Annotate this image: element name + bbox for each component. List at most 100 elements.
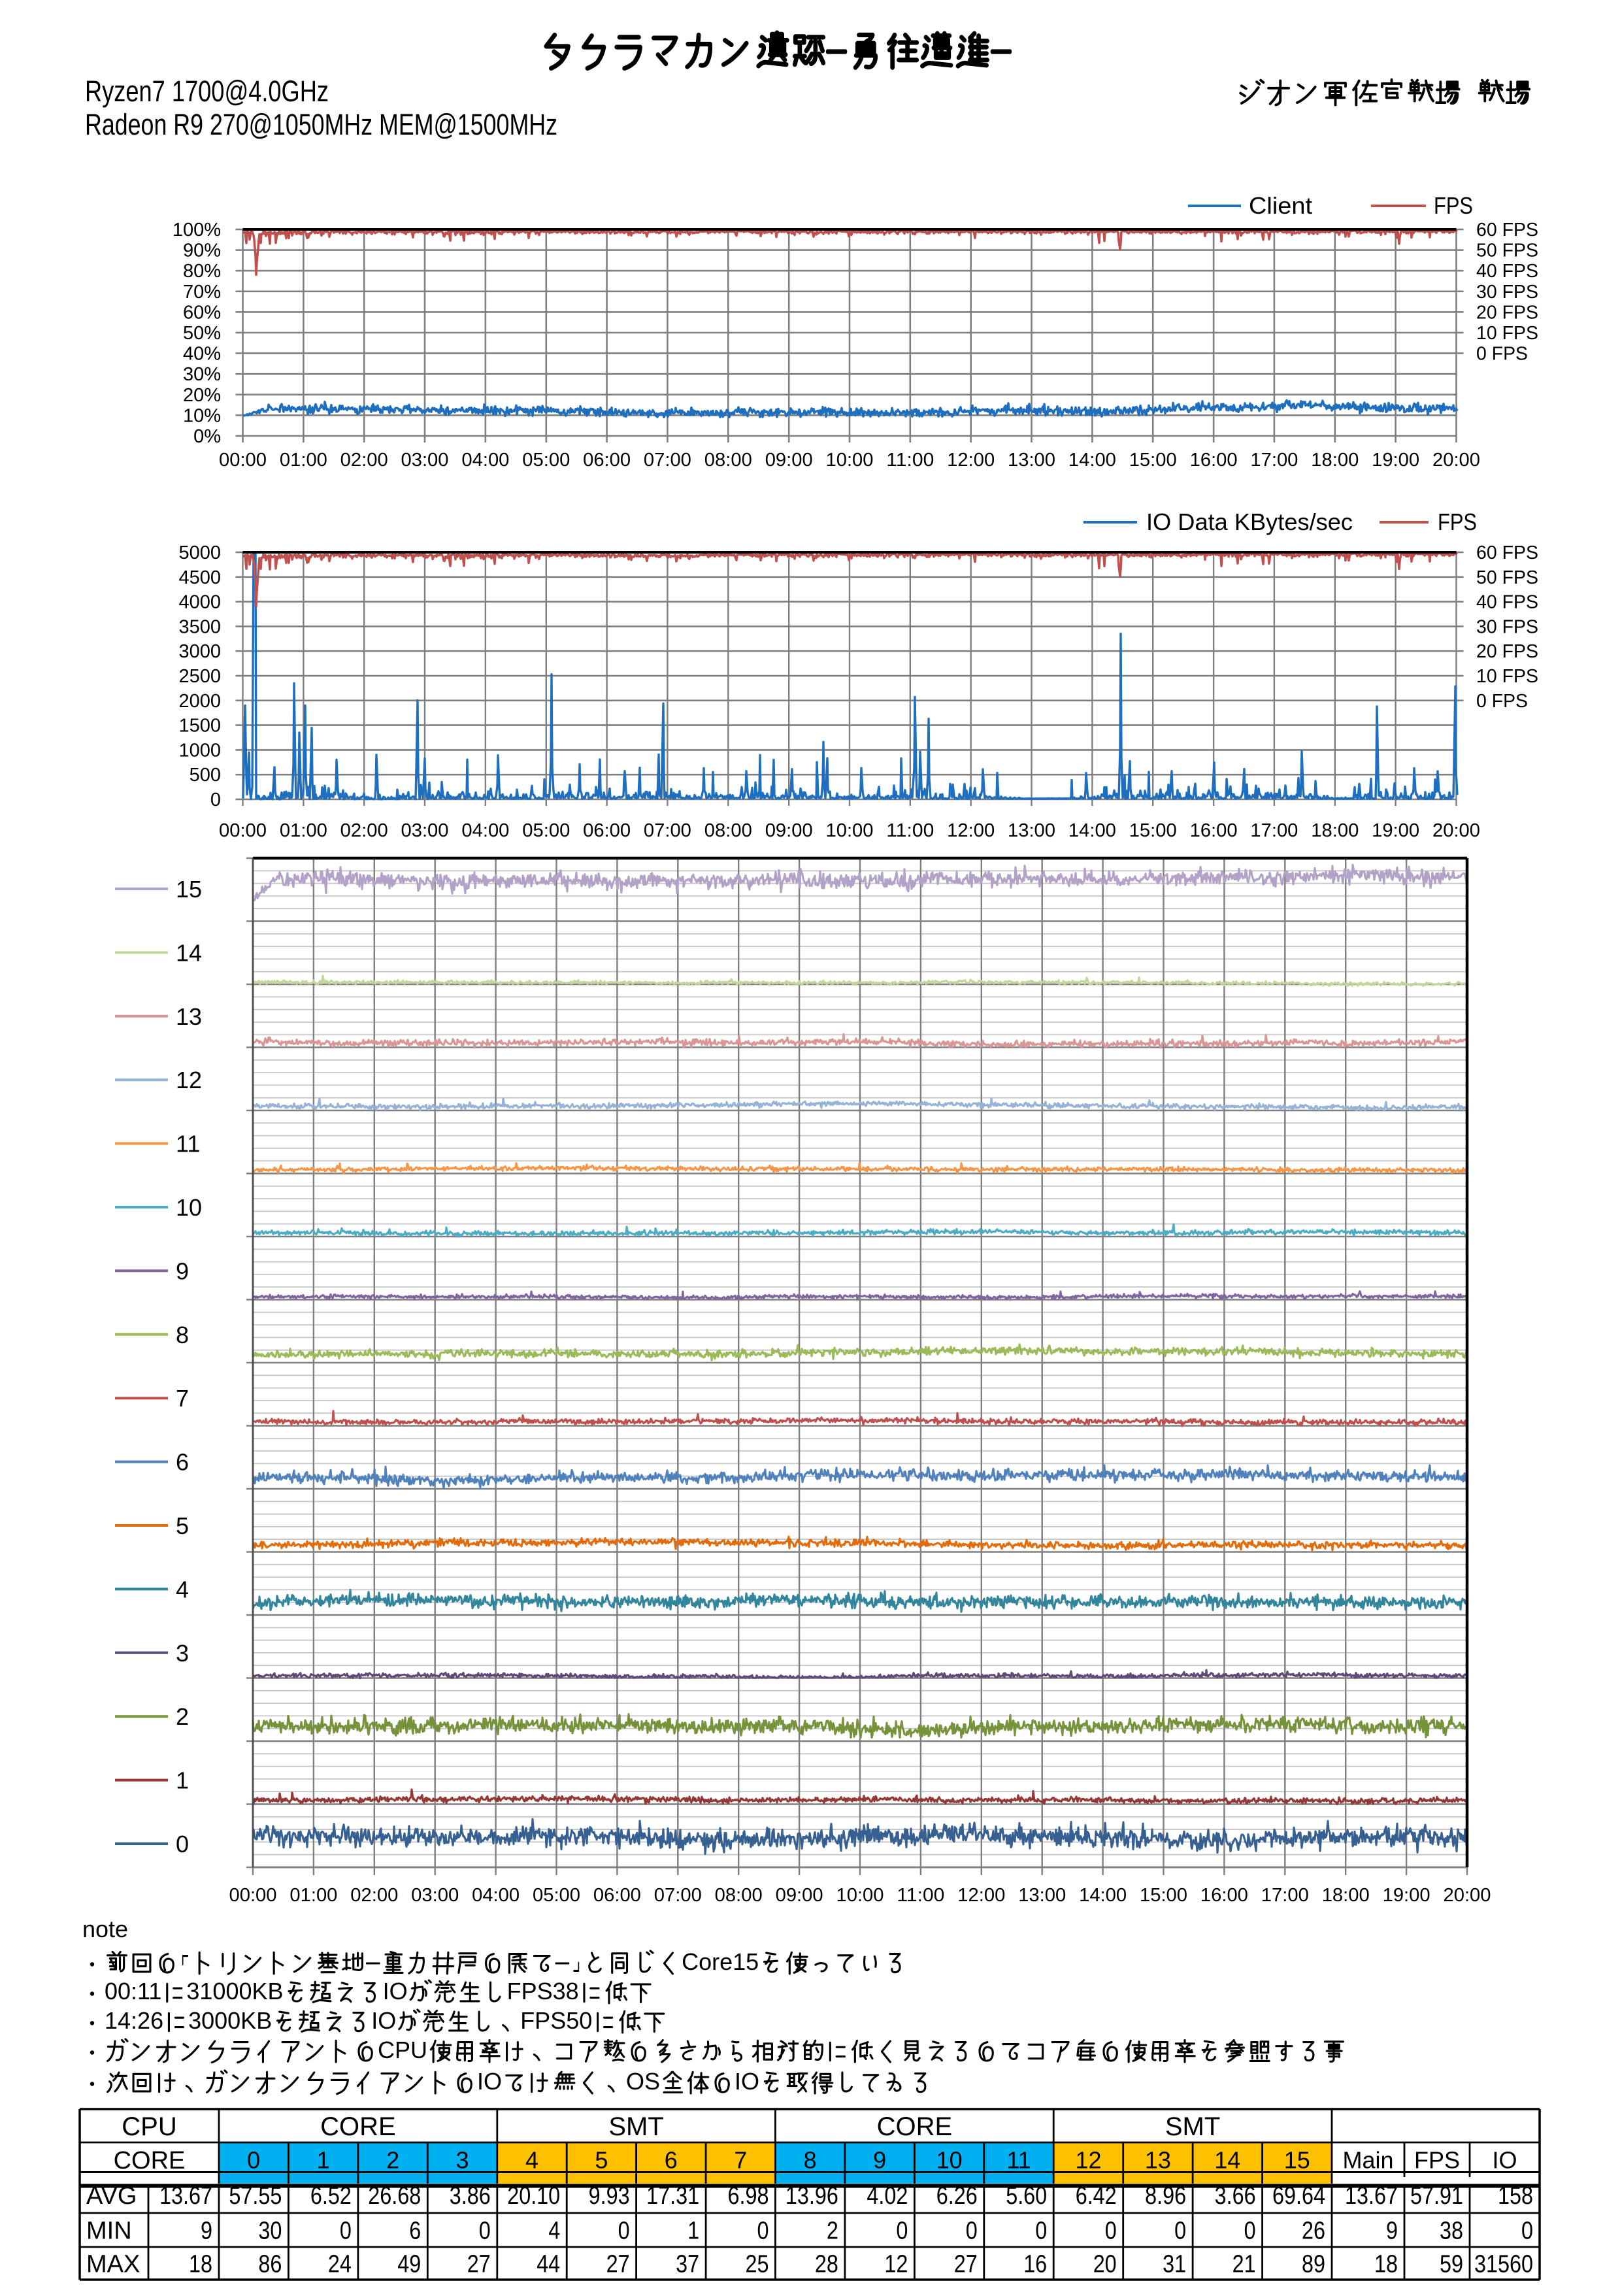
svg-text:44: 44 bbox=[537, 2251, 560, 2278]
svg-text:3: 3 bbox=[176, 1640, 189, 1667]
svg-text:IO: IO bbox=[477, 2068, 502, 2095]
svg-text:12:00: 12:00 bbox=[947, 820, 995, 841]
svg-text:19:00: 19:00 bbox=[1383, 1885, 1430, 1906]
svg-text:0: 0 bbox=[1035, 2218, 1047, 2245]
svg-text:05:00: 05:00 bbox=[522, 450, 570, 471]
svg-text:06:00: 06:00 bbox=[583, 820, 631, 841]
svg-text:0: 0 bbox=[896, 2218, 908, 2245]
svg-text:4: 4 bbox=[548, 2218, 560, 2245]
svg-text:FPS: FPS bbox=[1434, 192, 1473, 219]
svg-text:10:00: 10:00 bbox=[826, 450, 874, 471]
svg-text:FPS: FPS bbox=[1414, 2147, 1460, 2174]
svg-text:15:00: 15:00 bbox=[1140, 1885, 1187, 1906]
svg-text:15: 15 bbox=[176, 876, 202, 903]
svg-text:9: 9 bbox=[201, 2218, 212, 2245]
svg-text:CPU: CPU bbox=[122, 2112, 176, 2141]
svg-text:8.96: 8.96 bbox=[1145, 2182, 1186, 2210]
svg-text:14: 14 bbox=[176, 939, 202, 966]
svg-text:50%: 50% bbox=[183, 323, 221, 344]
svg-text:6.52: 6.52 bbox=[310, 2182, 352, 2210]
svg-text:05:00: 05:00 bbox=[522, 820, 570, 841]
svg-text:5: 5 bbox=[595, 2147, 608, 2174]
svg-text:Core15: Core15 bbox=[682, 1948, 759, 1975]
svg-text:IO: IO bbox=[383, 1978, 408, 2005]
svg-text:0: 0 bbox=[1521, 2218, 1533, 2245]
svg-text:20:00: 20:00 bbox=[1432, 820, 1480, 841]
svg-text:0: 0 bbox=[340, 2218, 352, 2245]
svg-text:03:00: 03:00 bbox=[411, 1885, 459, 1906]
svg-text:50 FPS: 50 FPS bbox=[1476, 567, 1538, 588]
svg-text:1: 1 bbox=[687, 2218, 699, 2245]
svg-text:20 FPS: 20 FPS bbox=[1476, 641, 1538, 662]
svg-text:0: 0 bbox=[618, 2218, 630, 2245]
svg-text:08:00: 08:00 bbox=[704, 450, 752, 471]
svg-text:26: 26 bbox=[1302, 2218, 1325, 2245]
svg-text:2: 2 bbox=[386, 2147, 399, 2174]
svg-text:3500: 3500 bbox=[178, 616, 221, 637]
svg-text:60 FPS: 60 FPS bbox=[1476, 220, 1538, 241]
svg-text:00:00: 00:00 bbox=[219, 450, 267, 471]
svg-text:02:00: 02:00 bbox=[340, 450, 388, 471]
svg-text:11: 11 bbox=[176, 1131, 200, 1157]
svg-text:5000: 5000 bbox=[178, 542, 221, 563]
svg-text:5: 5 bbox=[176, 1512, 189, 1539]
svg-text:15: 15 bbox=[1284, 2147, 1310, 2174]
svg-text:13:00: 13:00 bbox=[1008, 820, 1055, 841]
svg-text:31560: 31560 bbox=[1474, 2251, 1533, 2278]
svg-text:15:00: 15:00 bbox=[1129, 450, 1177, 471]
svg-text:CORE: CORE bbox=[114, 2147, 186, 2174]
svg-text:3000KB: 3000KB bbox=[188, 2007, 272, 2034]
svg-text:16: 16 bbox=[1023, 2251, 1047, 2278]
svg-text:09:00: 09:00 bbox=[765, 820, 813, 841]
svg-text:0: 0 bbox=[966, 2218, 978, 2245]
svg-text:AVG: AVG bbox=[86, 2182, 137, 2210]
svg-text:0: 0 bbox=[757, 2218, 769, 2245]
svg-text:18: 18 bbox=[189, 2251, 212, 2278]
svg-text:14:26: 14:26 bbox=[105, 2007, 163, 2034]
svg-text:5.60: 5.60 bbox=[1006, 2182, 1047, 2210]
svg-text:31: 31 bbox=[1163, 2251, 1186, 2278]
svg-text:18: 18 bbox=[1374, 2251, 1398, 2278]
svg-text:9: 9 bbox=[873, 2147, 886, 2174]
svg-text:19:00: 19:00 bbox=[1372, 450, 1419, 471]
svg-text:86: 86 bbox=[258, 2251, 282, 2278]
svg-text:57.91: 57.91 bbox=[1410, 2182, 1463, 2210]
svg-text:0: 0 bbox=[1244, 2218, 1256, 2245]
svg-text:11: 11 bbox=[1006, 2147, 1031, 2174]
svg-text:20.10: 20.10 bbox=[507, 2182, 560, 2210]
svg-text:3: 3 bbox=[455, 2147, 469, 2174]
svg-text:6.42: 6.42 bbox=[1076, 2182, 1117, 2210]
svg-text:FPS: FPS bbox=[1438, 508, 1477, 535]
svg-text:13.96: 13.96 bbox=[785, 2182, 838, 2210]
svg-text:27: 27 bbox=[954, 2251, 978, 2278]
svg-text:38: 38 bbox=[1440, 2218, 1463, 2245]
svg-text:IO: IO bbox=[1492, 2147, 1517, 2174]
svg-text:02:00: 02:00 bbox=[340, 820, 388, 841]
svg-text:06:00: 06:00 bbox=[593, 1885, 641, 1906]
svg-text:7: 7 bbox=[734, 2147, 747, 2174]
svg-text:20%: 20% bbox=[183, 385, 221, 406]
svg-text:09:00: 09:00 bbox=[765, 450, 813, 471]
svg-text:11:00: 11:00 bbox=[886, 450, 934, 471]
svg-text:13: 13 bbox=[1145, 2147, 1171, 2174]
svg-text:30 FPS: 30 FPS bbox=[1476, 282, 1538, 303]
svg-text:08:00: 08:00 bbox=[715, 1885, 763, 1906]
svg-text:17.31: 17.31 bbox=[646, 2182, 699, 2210]
svg-text:4.02: 4.02 bbox=[867, 2182, 908, 2210]
svg-text:8: 8 bbox=[176, 1322, 189, 1348]
svg-text:13.67: 13.67 bbox=[1345, 2182, 1398, 2210]
svg-text:07:00: 07:00 bbox=[654, 1885, 702, 1906]
svg-text:158: 158 bbox=[1498, 2182, 1533, 2210]
svg-text:2: 2 bbox=[176, 1703, 189, 1730]
svg-text:4: 4 bbox=[176, 1576, 189, 1603]
svg-text:14:00: 14:00 bbox=[1068, 820, 1116, 841]
svg-text:27: 27 bbox=[606, 2251, 630, 2278]
svg-text:59: 59 bbox=[1440, 2251, 1463, 2278]
svg-text:00:11: 00:11 bbox=[105, 1978, 161, 2005]
svg-text:0: 0 bbox=[1174, 2218, 1186, 2245]
svg-text:9: 9 bbox=[1386, 2218, 1398, 2245]
svg-text:10 FPS: 10 FPS bbox=[1476, 323, 1538, 344]
svg-text:CORE: CORE bbox=[877, 2112, 953, 2141]
svg-text:70%: 70% bbox=[183, 282, 221, 303]
svg-text:IO: IO bbox=[371, 2007, 396, 2034]
